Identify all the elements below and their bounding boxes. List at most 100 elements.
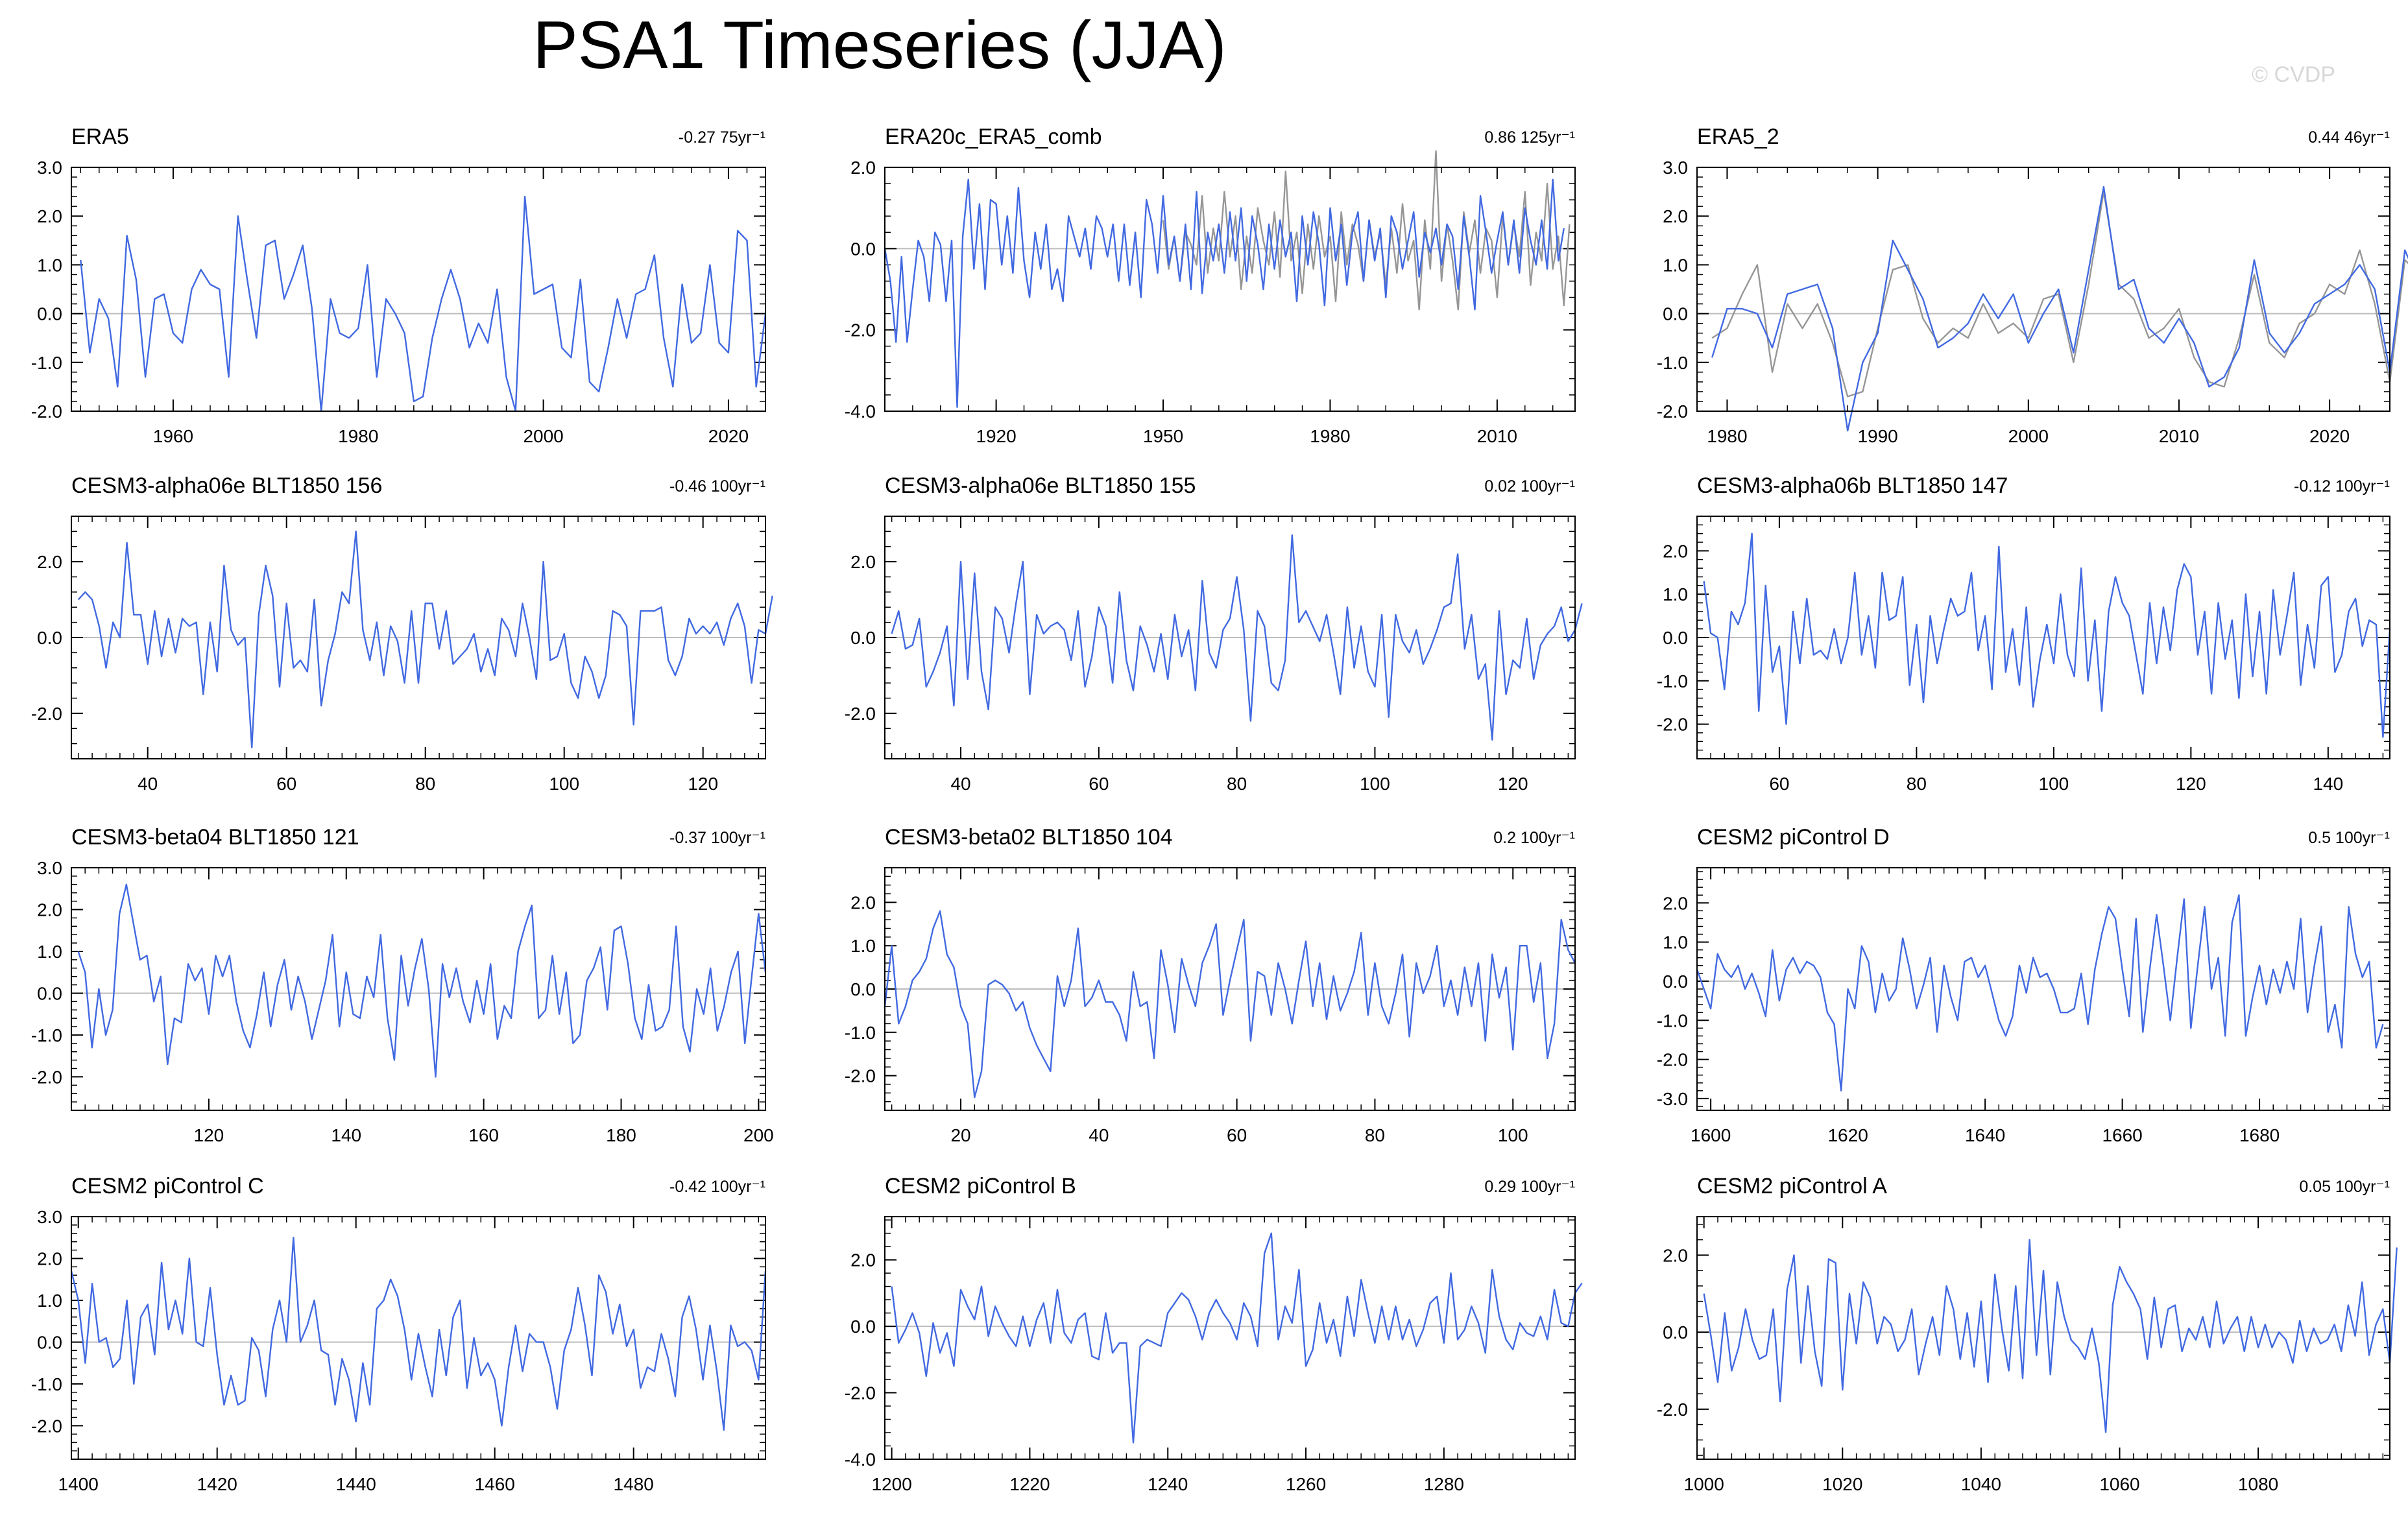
plot-frame bbox=[71, 167, 766, 412]
x-tick-label: 1980 bbox=[1310, 426, 1350, 446]
y-tick-label: 0.0 bbox=[1663, 972, 1688, 992]
series-line bbox=[891, 534, 1583, 741]
x-tick-label: 1620 bbox=[1827, 1125, 1868, 1145]
x-tick-label: 80 bbox=[1227, 774, 1247, 794]
plot-frame bbox=[71, 1216, 766, 1460]
trend-label: 0.29 100yr⁻¹ bbox=[1484, 1178, 1575, 1196]
trend-label: -0.12 100yr⁻¹ bbox=[2294, 477, 2390, 495]
panel-title: CESM3-alpha06e BLT1850 155 bbox=[885, 473, 1196, 498]
y-tick-label: 0.0 bbox=[850, 239, 876, 259]
y-tick-label: 3.0 bbox=[37, 858, 62, 878]
trend-label: 0.02 100yr⁻¹ bbox=[1484, 477, 1575, 495]
series-line bbox=[1703, 532, 2391, 738]
x-tick-label: 120 bbox=[194, 1125, 224, 1145]
y-tick-label: 0.0 bbox=[37, 1332, 62, 1352]
panel-title: CESM2 piControl C bbox=[71, 1174, 264, 1198]
x-tick-label: 1980 bbox=[1707, 426, 1747, 446]
y-tick-label: -2.0 bbox=[845, 1383, 876, 1403]
x-tick-label: 60 bbox=[1769, 774, 1789, 794]
series-line bbox=[891, 1232, 1583, 1444]
y-tick-label: 1.0 bbox=[850, 936, 876, 956]
x-tick-label: 100 bbox=[549, 774, 579, 794]
y-tick-label: -2.0 bbox=[31, 1416, 62, 1436]
x-tick-label: 60 bbox=[276, 774, 296, 794]
plot-frame bbox=[884, 867, 1576, 1111]
y-tick-label: 2.0 bbox=[850, 892, 876, 912]
x-tick-label: 1640 bbox=[1965, 1125, 2005, 1145]
x-tick-label: 1040 bbox=[1961, 1474, 2001, 1494]
panel-title: CESM3-alpha06e BLT1850 156 bbox=[71, 473, 382, 498]
y-tick-label: -2.0 bbox=[31, 704, 62, 724]
series-line bbox=[77, 531, 773, 748]
x-tick-label: 1000 bbox=[1684, 1474, 1724, 1494]
panel-title: CESM3-beta02 BLT1850 104 bbox=[885, 825, 1173, 850]
y-tick-label: -2.0 bbox=[31, 1067, 62, 1087]
panel-title: ERA5_2 bbox=[1697, 125, 1779, 149]
y-tick-label: 0.0 bbox=[1663, 628, 1688, 648]
x-tick-label: 1220 bbox=[1009, 1474, 1050, 1494]
y-tick-label: 2.0 bbox=[850, 1250, 876, 1270]
series-line bbox=[884, 910, 1576, 1099]
y-tick-label: 0.0 bbox=[850, 979, 876, 999]
x-tick-label: 1460 bbox=[475, 1474, 515, 1494]
plot-frame bbox=[71, 516, 766, 759]
y-tick-label: -1.0 bbox=[845, 1023, 876, 1043]
y-tick-label: -2.0 bbox=[1657, 401, 1688, 422]
chart-panel: ERA5_2 0.44 46yr⁻¹ 1980 1990 2000 2010 2020 -2.… bbox=[1657, 125, 2408, 446]
series-line-secondary bbox=[1711, 191, 2408, 398]
y-tick-label: 2.0 bbox=[1663, 893, 1688, 913]
series-line bbox=[80, 195, 767, 412]
y-tick-label: 1.0 bbox=[37, 942, 62, 962]
x-tick-label: 1960 bbox=[153, 426, 193, 446]
y-tick-label: 0.0 bbox=[850, 1317, 876, 1337]
plot-frame bbox=[1696, 867, 2390, 1111]
y-tick-label: -1.0 bbox=[1657, 1010, 1688, 1031]
x-tick-label: 1660 bbox=[2102, 1125, 2142, 1145]
x-tick-label: 2010 bbox=[1477, 426, 1517, 446]
trend-label: -0.37 100yr⁻¹ bbox=[669, 829, 765, 847]
x-tick-label: 1950 bbox=[1143, 426, 1183, 446]
plot-frame bbox=[1696, 167, 2390, 412]
x-tick-label: 1080 bbox=[2238, 1474, 2278, 1494]
trend-label: 0.86 125yr⁻¹ bbox=[1484, 128, 1575, 147]
plot-frame bbox=[1696, 516, 2390, 759]
x-tick-label: 40 bbox=[138, 774, 158, 794]
x-tick-label: 1280 bbox=[1424, 1474, 1464, 1494]
y-tick-label: -2.0 bbox=[31, 401, 62, 422]
x-tick-label: 80 bbox=[1365, 1125, 1385, 1145]
chart-panel: CESM2 piControl A 0.05 100yr⁻¹ 1000 1020 104… bbox=[1657, 1174, 2398, 1494]
x-tick-label: 2010 bbox=[2159, 426, 2199, 446]
y-tick-label: 2.0 bbox=[850, 552, 876, 572]
y-tick-label: 3.0 bbox=[37, 158, 62, 178]
y-tick-label: 1.0 bbox=[37, 255, 62, 275]
chart-panel: CESM3-alpha06e BLT1850 155 0.02 100yr⁻¹ 40… bbox=[845, 473, 1583, 794]
cvdp-watermark: © CVDP bbox=[2252, 62, 2335, 87]
panel-title: CESM2 piControl D bbox=[1697, 825, 1890, 850]
series-line bbox=[70, 1236, 767, 1431]
x-tick-label: 1260 bbox=[1286, 1474, 1326, 1494]
series-line bbox=[77, 883, 767, 1078]
x-tick-label: 80 bbox=[1907, 774, 1927, 794]
x-tick-label: 1480 bbox=[614, 1474, 654, 1494]
y-tick-label: -3.0 bbox=[1657, 1089, 1688, 1109]
y-tick-label: 2.0 bbox=[1663, 206, 1688, 226]
chart-panel: CESM3-beta02 BLT1850 104 0.2 100yr⁻¹ 20 40 6… bbox=[845, 825, 1576, 1145]
trend-label: 0.44 46yr⁻¹ bbox=[2308, 128, 2390, 147]
y-tick-label: 1.0 bbox=[1663, 584, 1688, 604]
x-tick-label: 140 bbox=[2313, 774, 2343, 794]
plot-frame bbox=[71, 867, 766, 1111]
y-tick-label: -1.0 bbox=[1657, 671, 1688, 691]
plot-frame bbox=[1696, 1216, 2390, 1460]
y-tick-label: 2.0 bbox=[850, 158, 876, 178]
y-tick-label: 0.0 bbox=[850, 628, 876, 648]
trend-label: -0.46 100yr⁻¹ bbox=[669, 477, 765, 495]
x-tick-label: 1400 bbox=[58, 1474, 99, 1494]
x-tick-label: 1990 bbox=[1857, 426, 1897, 446]
x-tick-label: 2000 bbox=[523, 426, 563, 446]
x-tick-label: 1240 bbox=[1148, 1474, 1188, 1494]
y-tick-label: -1.0 bbox=[31, 1025, 62, 1045]
y-tick-label: -1.0 bbox=[31, 353, 62, 373]
x-tick-label: 1060 bbox=[2099, 1474, 2139, 1494]
y-tick-label: 2.0 bbox=[1663, 1245, 1688, 1265]
